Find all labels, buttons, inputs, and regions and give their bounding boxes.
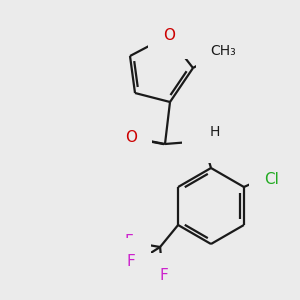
Text: N: N — [197, 133, 209, 148]
Text: F: F — [160, 268, 169, 284]
Text: Cl: Cl — [265, 172, 279, 187]
Text: F: F — [125, 235, 134, 250]
Text: CH₃: CH₃ — [210, 44, 236, 58]
Text: F: F — [127, 254, 136, 268]
Text: O: O — [163, 28, 175, 44]
Text: H: H — [210, 125, 220, 139]
Text: O: O — [125, 130, 137, 146]
